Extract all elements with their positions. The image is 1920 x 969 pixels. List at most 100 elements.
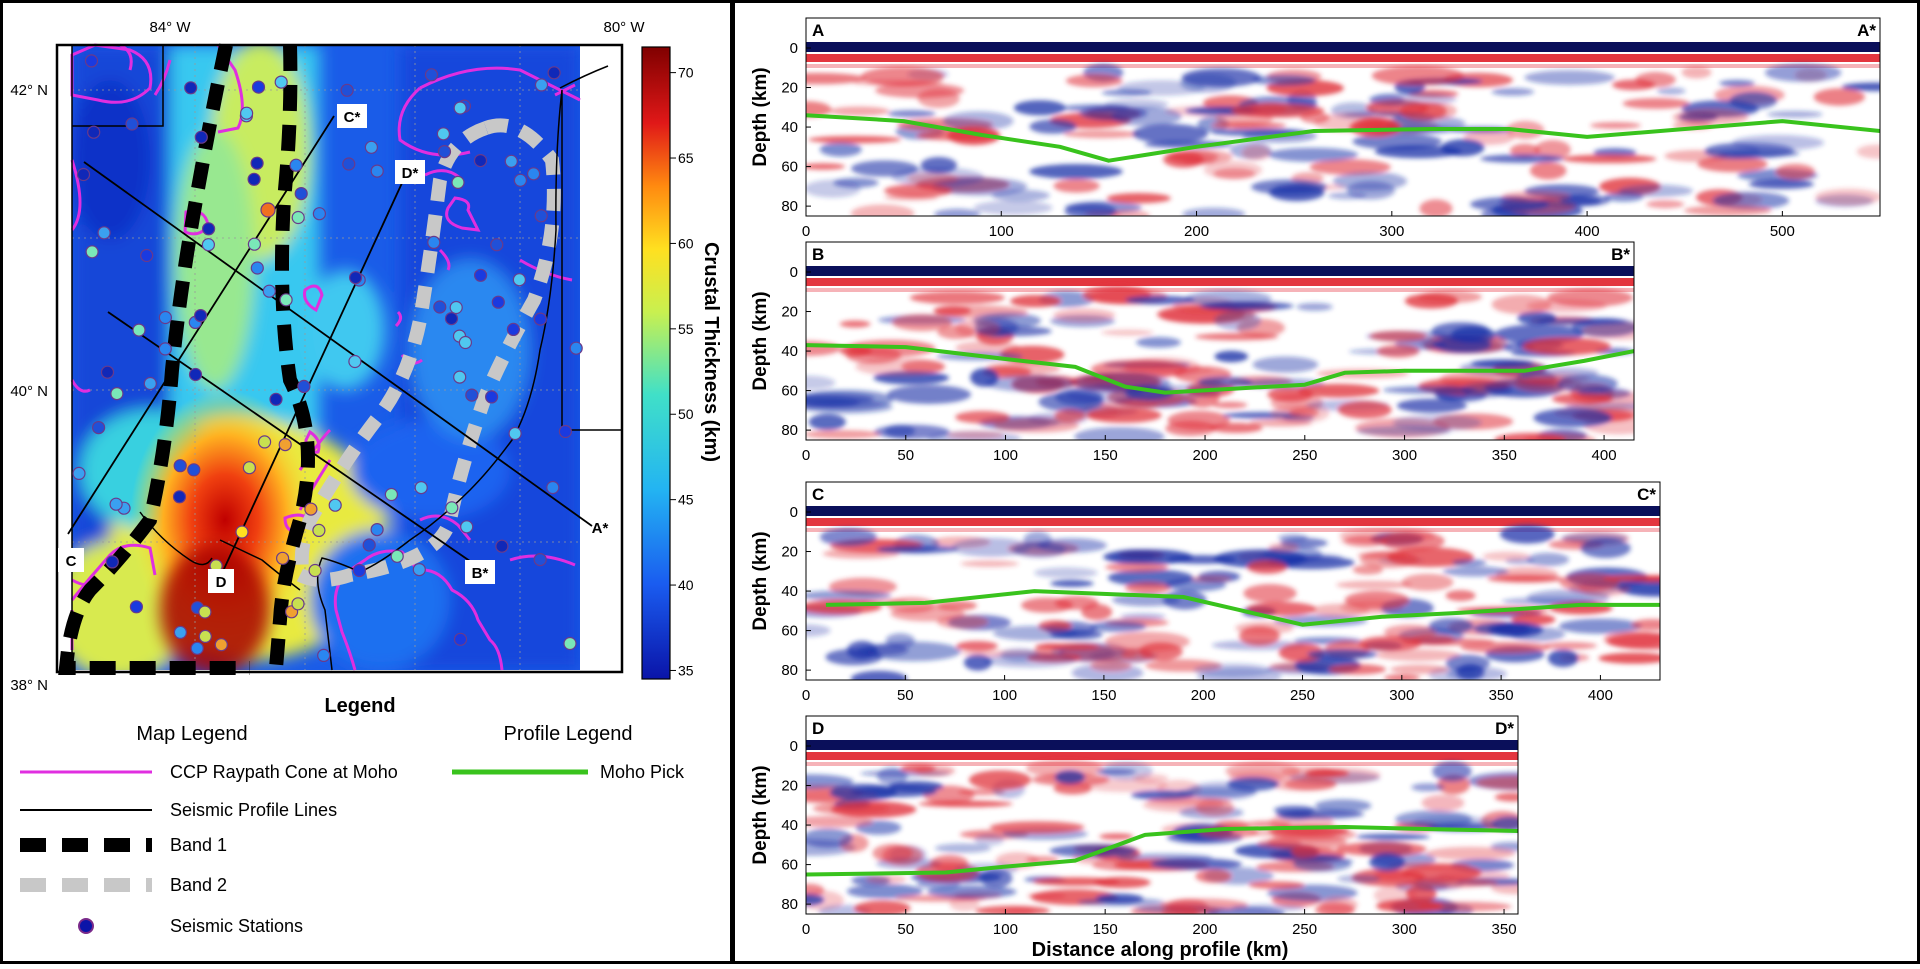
station-marker [260, 202, 276, 218]
profile-frame [805, 241, 1635, 441]
moho-pick-line [806, 343, 1634, 395]
reflectivity-blob [1180, 73, 1236, 93]
reflectivity-blob [1399, 102, 1447, 120]
reflectivity-blob [1522, 337, 1611, 356]
profile-image [806, 266, 1634, 440]
station-marker [449, 300, 463, 315]
profile-x-axis-title: Distance along profile (km) [1032, 939, 1289, 961]
reflectivity-blob [1352, 565, 1384, 575]
station-marker [262, 284, 276, 298]
x-tick-label: 0 [802, 921, 810, 938]
x-tick-label: 400 [1588, 687, 1613, 704]
x-tick-label: 300 [1392, 921, 1417, 938]
station-marker [274, 75, 288, 89]
reflectivity-blob [1442, 566, 1509, 577]
legend-title: Legend [324, 695, 395, 717]
reflectivity-blob [1003, 908, 1035, 914]
station-marker [242, 461, 256, 475]
reflectivity-blob [806, 375, 836, 390]
y-tick-label: 60 [781, 159, 798, 176]
station-marker [85, 245, 99, 259]
lon-label-80w: 80° W [603, 19, 645, 36]
colorbar-tick-label: 55 [678, 321, 694, 337]
profile-y-axis-title: Depth (km) [750, 291, 771, 390]
reflectivity-blob [1356, 425, 1452, 436]
station-marker [384, 487, 398, 502]
reflectivity-blob [1013, 100, 1066, 116]
reflectivity-blob [1063, 130, 1140, 139]
reflectivity-blob [1500, 524, 1555, 544]
station-marker [412, 562, 426, 577]
station-marker [172, 490, 187, 504]
station-marker [437, 145, 452, 159]
station-marker [158, 342, 172, 356]
reflectivity-blob [985, 375, 1075, 392]
x-tick-label: 0 [802, 447, 810, 464]
profile-start-label: B [812, 245, 824, 264]
reflectivity-blob [1537, 318, 1627, 326]
lat-label-38n: 38° N [10, 677, 48, 694]
reflectivity-blobs [806, 285, 1634, 440]
profile-y-axis-title: Depth (km) [750, 531, 771, 630]
y-tick-label: 60 [781, 623, 798, 640]
reflectivity-blob [1560, 194, 1611, 206]
reflectivity-blob [1053, 179, 1100, 193]
red-band-2 [806, 288, 1634, 292]
state-borders [71, 45, 623, 671]
reflectivity-blob [926, 885, 1017, 899]
reflectivity-blob [819, 142, 862, 157]
reflectivity-blob [1712, 191, 1790, 210]
moho-pick-line [806, 113, 1880, 163]
reflectivity-blobs [806, 524, 1660, 680]
reflectivity-blob [1291, 845, 1320, 859]
reflectivity-blob [1251, 179, 1327, 195]
legend-band2-label: Band 2 [170, 875, 227, 895]
reflectivity-blob [993, 625, 1077, 641]
reflectivity-blob [1055, 595, 1099, 610]
reflectivity-blob [1053, 308, 1116, 322]
reflectivity-blob [1396, 398, 1467, 413]
reflectivity-blob [970, 368, 999, 387]
reflectivity-blob [1212, 401, 1248, 409]
red-band [806, 752, 1518, 760]
reflectivity-blob [1359, 636, 1422, 651]
station-marker [563, 636, 577, 651]
reflectivity-blob [1337, 874, 1381, 884]
reflectivity-blob [1369, 330, 1427, 342]
x-tick-label: 200 [1192, 921, 1217, 938]
band-1 [58, 43, 250, 675]
station-marker [342, 157, 356, 171]
reflectivity-blob [1278, 643, 1325, 662]
reflectivity-blob [1604, 191, 1644, 202]
x-tick-label: 150 [1091, 687, 1116, 704]
reflectivity-blob [1064, 203, 1117, 216]
station-marker [294, 187, 308, 201]
reflectivity-blob [1582, 322, 1634, 341]
station-marker [490, 238, 504, 252]
x-tick-label: 250 [1290, 687, 1315, 704]
reflectivity-blob [1248, 881, 1305, 889]
reflectivity-blob [1243, 584, 1297, 603]
station-marker [534, 209, 548, 223]
profile-frame [805, 481, 1661, 681]
reflectivity-blob [1034, 643, 1100, 650]
station-marker [188, 367, 203, 382]
label-c-star: C* [344, 109, 361, 126]
station-marker [491, 295, 505, 309]
reflectivity-blob [1279, 811, 1313, 821]
reflectivity-blob [1524, 70, 1615, 85]
x-tick-label: 200 [1191, 687, 1216, 704]
station-marker [173, 459, 187, 473]
reflectivity-blob [1767, 110, 1823, 118]
right-panel-border [732, 0, 1920, 964]
station-marker [279, 293, 293, 307]
reflectivity-blobs [806, 63, 1880, 216]
reflectivity-blob [1375, 649, 1461, 662]
reflectivity-blob [1482, 551, 1530, 561]
reflectivity-blob [1213, 168, 1256, 180]
reflectivity-blob [1027, 892, 1066, 900]
reflectivity-blob [1547, 288, 1633, 307]
x-tick-label: 0 [802, 687, 810, 704]
